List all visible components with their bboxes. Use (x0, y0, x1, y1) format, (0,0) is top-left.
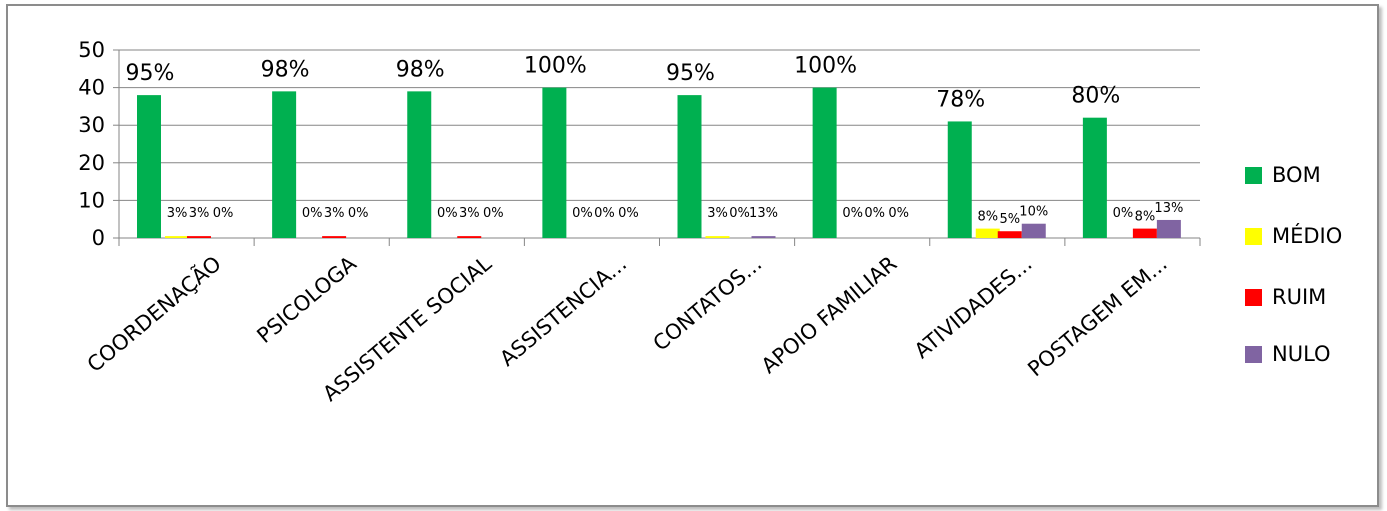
data-label-nulo-3: 0% (618, 206, 639, 221)
data-label-nulo-7: 13% (1154, 201, 1183, 216)
legend-item-ruim: RUIM (1245, 284, 1326, 310)
legend-swatch-nulo (1245, 345, 1262, 363)
bar-nulo-6 (1021, 223, 1046, 238)
bar-bom-7 (1082, 117, 1107, 238)
category-label-4: CONTATOS... (649, 251, 767, 355)
legend-swatch-ruim (1245, 288, 1262, 306)
bar-nulo-7 (1156, 219, 1181, 238)
data-label-ruim-1: 3% (324, 206, 345, 221)
data-label-médio-3: 0% (572, 206, 593, 221)
bar-médio-4 (705, 236, 730, 238)
bar-bom-5 (812, 87, 837, 238)
legend-label-nulo: NULO (1272, 342, 1331, 366)
bar-ruim-7 (1132, 228, 1157, 238)
bar-médio-0 (165, 236, 189, 238)
data-label-bom-6: 78% (936, 87, 985, 112)
category-label-5: APOIO FAMILIAR (757, 251, 902, 378)
bar-ruim-1 (322, 236, 347, 238)
data-label-bom-1: 98% (261, 57, 310, 82)
data-label-médio-7: 0% (1113, 206, 1134, 221)
category-label-1: PSICOLOGA (252, 251, 361, 348)
data-label-nulo-5: 0% (888, 206, 909, 221)
data-label-médio-5: 0% (842, 206, 863, 221)
data-label-bom-3: 100% (524, 54, 587, 79)
data-label-médio-6: 8% (977, 210, 998, 225)
legend-label-ruim: RUIM (1272, 285, 1327, 309)
data-label-bom-4: 95% (666, 61, 715, 86)
data-label-médio-2: 0% (437, 206, 458, 221)
data-label-bom-7: 80% (1071, 84, 1120, 109)
legend-item-nulo: NULO (1245, 341, 1331, 367)
bar-bom-2 (407, 91, 432, 238)
category-label-0: COORDENAÇÃO (81, 250, 225, 377)
data-label-nulo-0: 0% (213, 206, 234, 221)
bar-ruim-0 (187, 236, 211, 238)
bar-ruim-6 (997, 231, 1022, 238)
bar-ruim-2 (457, 236, 482, 238)
legend-label-bom: BOM (1272, 163, 1321, 187)
data-label-nulo-1: 0% (348, 206, 369, 221)
legend-label-medio: MÉDIO (1272, 224, 1343, 248)
legend-swatch-bom (1245, 166, 1262, 184)
bar-bom-4 (677, 95, 702, 239)
y-tick-label-20: 20 (78, 151, 105, 175)
data-label-ruim-0: 3% (189, 206, 210, 221)
legend-item-medio: MÉDIO (1245, 223, 1342, 249)
bar-nulo-4 (751, 236, 776, 238)
data-label-nulo-2: 0% (483, 206, 504, 221)
bar-bom-0 (137, 95, 161, 239)
data-label-ruim-3: 0% (594, 206, 615, 221)
data-label-bom-0: 95% (126, 61, 175, 86)
y-tick-label-0: 0 (92, 226, 105, 250)
bar-bom-6 (947, 121, 972, 238)
data-label-ruim-5: 0% (864, 206, 885, 221)
data-label-médio-1: 0% (302, 206, 323, 221)
data-label-ruim-6: 5% (999, 212, 1020, 227)
category-label-6: ATIVIDADES... (910, 251, 1037, 363)
y-tick-label-10: 10 (78, 188, 105, 212)
data-label-médio-0: 3% (167, 206, 188, 221)
data-label-bom-5: 100% (794, 54, 857, 79)
bar-bom-1 (272, 91, 297, 238)
data-label-ruim-4: 0% (729, 206, 750, 221)
data-label-nulo-4: 13% (749, 206, 778, 221)
data-label-ruim-7: 8% (1135, 210, 1156, 225)
y-tick-label-40: 40 (78, 76, 105, 100)
data-label-ruim-2: 3% (459, 206, 480, 221)
category-label-7: POSTAGEM EM... (1023, 251, 1171, 381)
bar-médio-6 (975, 228, 1000, 238)
y-tick-label-30: 30 (78, 113, 105, 137)
category-label-3: ASSISTENCIA... (495, 251, 631, 370)
legend-item-bom: BOM (1245, 162, 1321, 188)
data-label-nulo-6: 10% (1019, 205, 1048, 220)
legend-swatch-medio (1245, 227, 1262, 245)
data-label-bom-2: 98% (396, 57, 445, 82)
data-label-médio-4: 3% (707, 206, 728, 221)
bar-bom-3 (542, 87, 567, 238)
y-tick-label-50: 50 (78, 38, 105, 62)
